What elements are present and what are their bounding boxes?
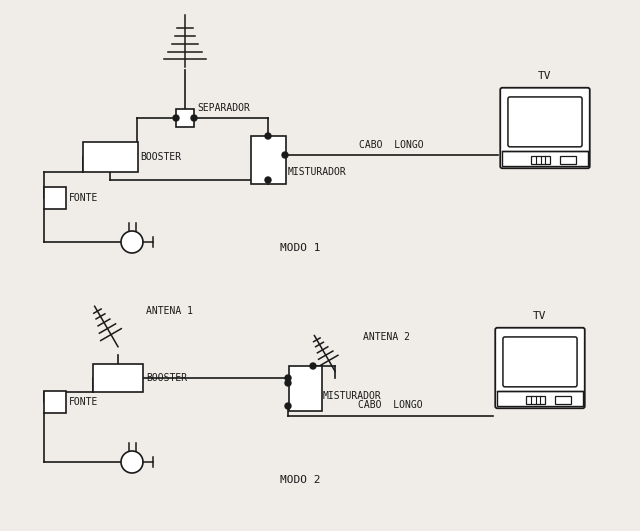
Circle shape <box>282 152 288 158</box>
Bar <box>502 151 588 166</box>
Text: TV: TV <box>533 311 547 321</box>
Text: MISTURADOR: MISTURADOR <box>288 167 347 177</box>
FancyBboxPatch shape <box>508 97 582 147</box>
Text: FONTE: FONTE <box>69 397 99 407</box>
FancyBboxPatch shape <box>495 328 585 408</box>
Bar <box>83 142 138 172</box>
FancyBboxPatch shape <box>503 337 577 387</box>
Text: FONTE: FONTE <box>69 193 99 203</box>
Bar <box>93 364 143 392</box>
Circle shape <box>285 403 291 409</box>
Bar <box>44 187 66 209</box>
Circle shape <box>265 133 271 139</box>
Text: MODO 1: MODO 1 <box>280 243 320 253</box>
Bar <box>531 156 550 164</box>
Circle shape <box>285 375 291 381</box>
Text: BOOSTER: BOOSTER <box>140 152 181 162</box>
Text: CABO  LONGO: CABO LONGO <box>359 140 424 150</box>
Bar <box>176 109 194 127</box>
Circle shape <box>121 231 143 253</box>
Text: SEPARADOR: SEPARADOR <box>197 103 250 113</box>
Text: CABO  LONGO: CABO LONGO <box>358 400 423 410</box>
Bar <box>497 391 583 406</box>
Text: TV: TV <box>538 71 552 81</box>
Bar <box>250 136 285 184</box>
Text: BOOSTER: BOOSTER <box>146 373 187 383</box>
Text: ANTENA 1: ANTENA 1 <box>146 306 193 316</box>
Text: MISTURADOR: MISTURADOR <box>323 391 381 401</box>
Bar <box>289 365 321 410</box>
Circle shape <box>121 451 143 473</box>
Circle shape <box>285 380 291 386</box>
Circle shape <box>173 115 179 121</box>
Text: ANTENA 2: ANTENA 2 <box>363 332 410 342</box>
Circle shape <box>265 177 271 183</box>
FancyBboxPatch shape <box>500 88 589 168</box>
Bar <box>556 396 571 404</box>
Circle shape <box>310 363 316 369</box>
Bar <box>44 391 66 413</box>
Bar <box>561 156 576 164</box>
Bar <box>526 396 545 404</box>
Text: MODO 2: MODO 2 <box>280 475 320 485</box>
Circle shape <box>191 115 197 121</box>
